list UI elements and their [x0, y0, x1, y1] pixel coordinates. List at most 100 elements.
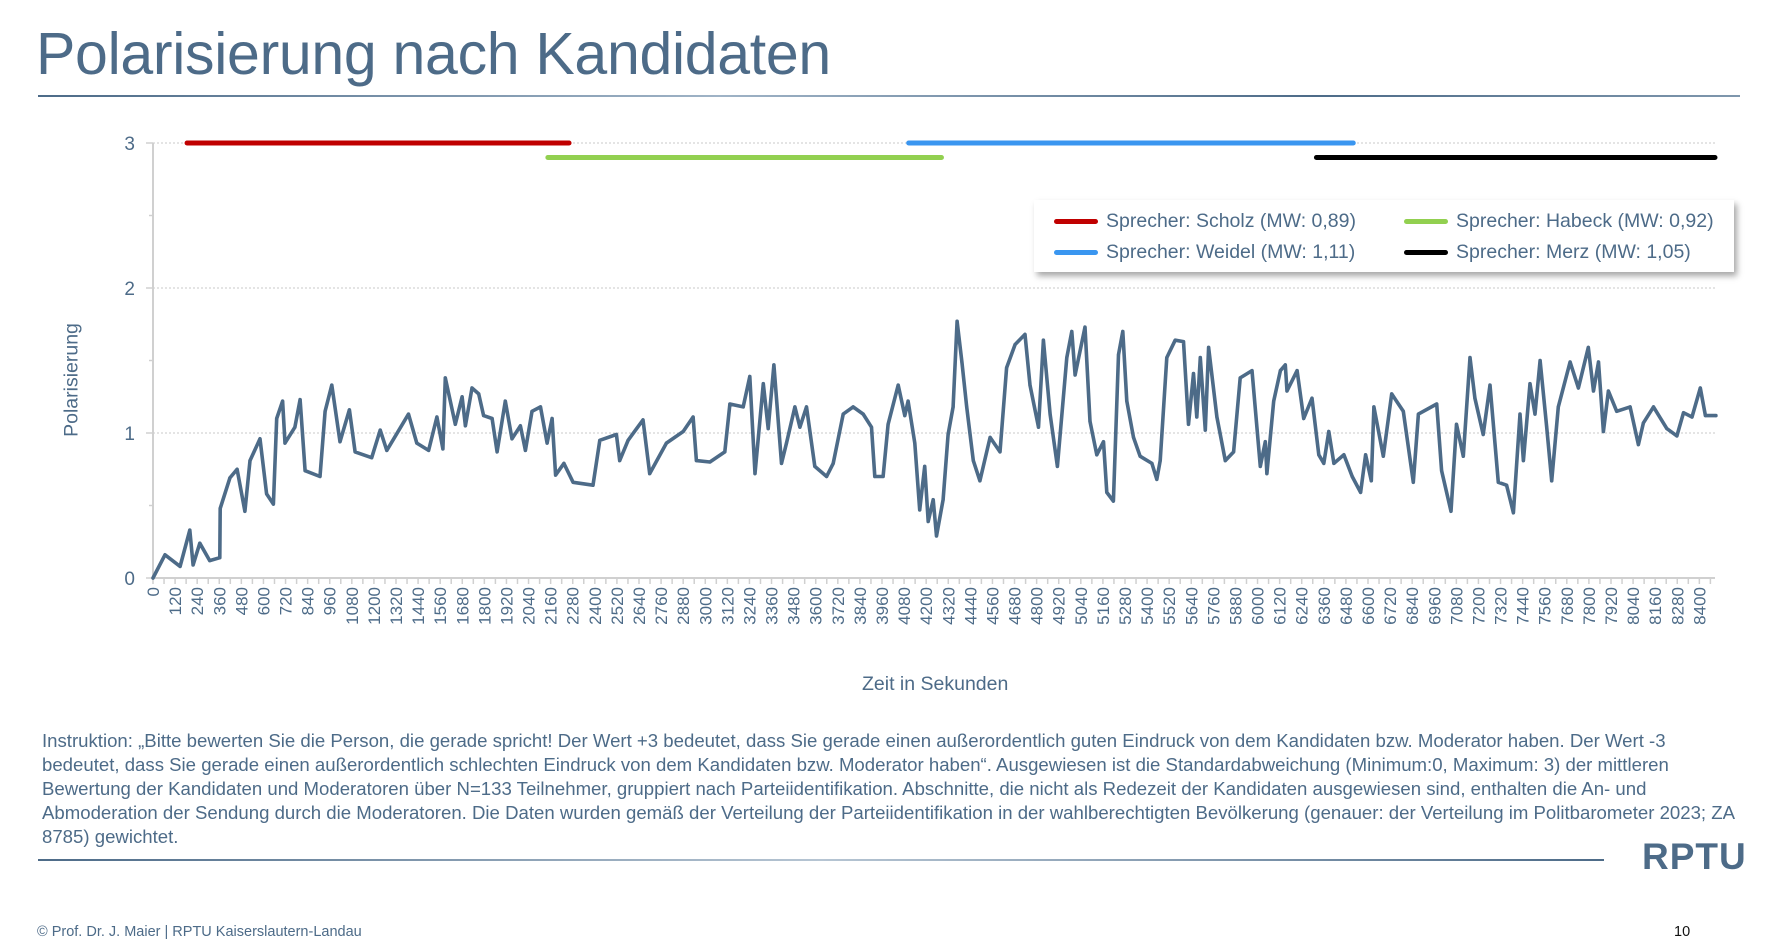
x-tick-label: 4080 [895, 587, 914, 625]
data-point [1521, 459, 1525, 463]
data-point [681, 429, 685, 434]
data-point [779, 461, 784, 465]
data-point [873, 474, 877, 479]
data-point [470, 386, 474, 390]
speaker-segments [184, 140, 1718, 160]
data-point [1111, 499, 1115, 503]
data-point [1332, 461, 1336, 465]
data-point [1538, 358, 1542, 363]
page-number: 10 [1674, 924, 1691, 940]
data-point [841, 412, 845, 416]
data-point [550, 416, 554, 421]
data-point [1005, 366, 1009, 370]
x-tick-label: 3360 [763, 587, 782, 625]
x-tick-label: 2640 [630, 587, 649, 625]
data-point [1028, 383, 1032, 387]
data-point [1390, 392, 1394, 396]
data-point [1454, 422, 1459, 426]
data-point [1518, 412, 1522, 416]
data-point [554, 473, 558, 477]
data-point [1473, 396, 1477, 400]
data-point [1186, 422, 1191, 426]
x-tick-label: 2040 [520, 587, 539, 625]
data-point [793, 405, 797, 409]
data-point [303, 469, 307, 473]
legend-label-merz: Sprecher: Merz (MW: 1,05) [1456, 241, 1691, 263]
data-point [766, 427, 770, 431]
x-tick-label: 5880 [1226, 587, 1245, 625]
data-point [998, 450, 1002, 454]
footer-copyright: © Prof. Dr. J. Maier | RPTU Kaiserslaute… [37, 924, 362, 940]
x-tick-labels: 0 120 240 360 480 600 720 840 960 1080 1200 1320 144… [144, 587, 1709, 625]
data-point [385, 448, 389, 452]
data-point [1369, 479, 1373, 483]
data-point [1322, 461, 1326, 465]
data-point [191, 563, 195, 567]
data-point [648, 472, 652, 476]
x-tick-label: 120 [166, 587, 185, 615]
data-point [1317, 453, 1321, 457]
data-point [1070, 329, 1074, 334]
data-point [1131, 435, 1136, 439]
legend-item-scholz: Sprecher: Scholz (MW: 0,89) [1054, 210, 1356, 233]
data-point [851, 405, 855, 409]
data-point [490, 416, 494, 421]
instruction-note: Instruktion: „Bitte bewerten Sie die Per… [42, 730, 1734, 847]
y-tick-label: 2 [124, 279, 135, 300]
data-point [1586, 345, 1590, 349]
data-point [978, 479, 982, 483]
data-point [1675, 434, 1679, 438]
data-point [1665, 427, 1669, 431]
data-point [248, 459, 252, 463]
data-point [1411, 480, 1415, 484]
data-point [723, 450, 727, 454]
x-tick-label: 600 [254, 587, 273, 615]
data-point [1461, 454, 1465, 458]
data-point [453, 422, 457, 426]
data-point [708, 460, 712, 464]
data-point [1545, 425, 1549, 429]
data-point [1101, 440, 1106, 444]
data-point [1449, 509, 1453, 513]
data-point [1055, 464, 1059, 468]
x-tick-label: 1560 [431, 587, 450, 625]
data-point [960, 360, 964, 364]
x-tick-label: 7320 [1492, 587, 1511, 625]
data-point [1359, 490, 1363, 494]
data-point [298, 398, 302, 402]
data-point [1372, 405, 1376, 409]
x-tick-label: 6960 [1425, 587, 1444, 625]
data-point [1238, 376, 1242, 380]
data-point [1550, 479, 1554, 483]
data-point [886, 422, 890, 426]
slide-title: Polarisierung nach Kandidaten [36, 21, 831, 87]
data-point [1468, 356, 1472, 360]
x-tick-label: 2280 [564, 587, 583, 625]
bottom-divider [38, 859, 1604, 861]
data-point [1651, 405, 1656, 409]
data-point [918, 508, 922, 512]
data-point [1198, 356, 1202, 360]
x-tick-label: 1920 [497, 587, 516, 625]
legend-item-habeck: Sprecher: Habeck (MW: 0,92) [1404, 210, 1714, 233]
data-point [1158, 459, 1162, 463]
legend-label-scholz: Sprecher: Scholz (MW: 0,89) [1106, 210, 1356, 232]
x-tick-label: 3720 [829, 587, 848, 625]
x-tick-label: 7440 [1514, 587, 1533, 625]
data-point [753, 472, 757, 476]
x-tick-label: 2880 [674, 587, 693, 625]
data-point [218, 506, 222, 510]
data-point [896, 383, 900, 387]
data-point [378, 428, 382, 432]
data-point [951, 405, 955, 409]
x-tick-label: 1680 [453, 587, 472, 625]
data-point [1263, 440, 1267, 444]
x-tick-label: 7680 [1558, 587, 1577, 625]
data-point [530, 409, 534, 413]
data-point [1690, 415, 1694, 419]
data-point [946, 432, 950, 437]
data-point [618, 459, 622, 463]
data-point [163, 553, 167, 557]
data-point [1364, 453, 1368, 457]
data-point [1435, 402, 1439, 406]
